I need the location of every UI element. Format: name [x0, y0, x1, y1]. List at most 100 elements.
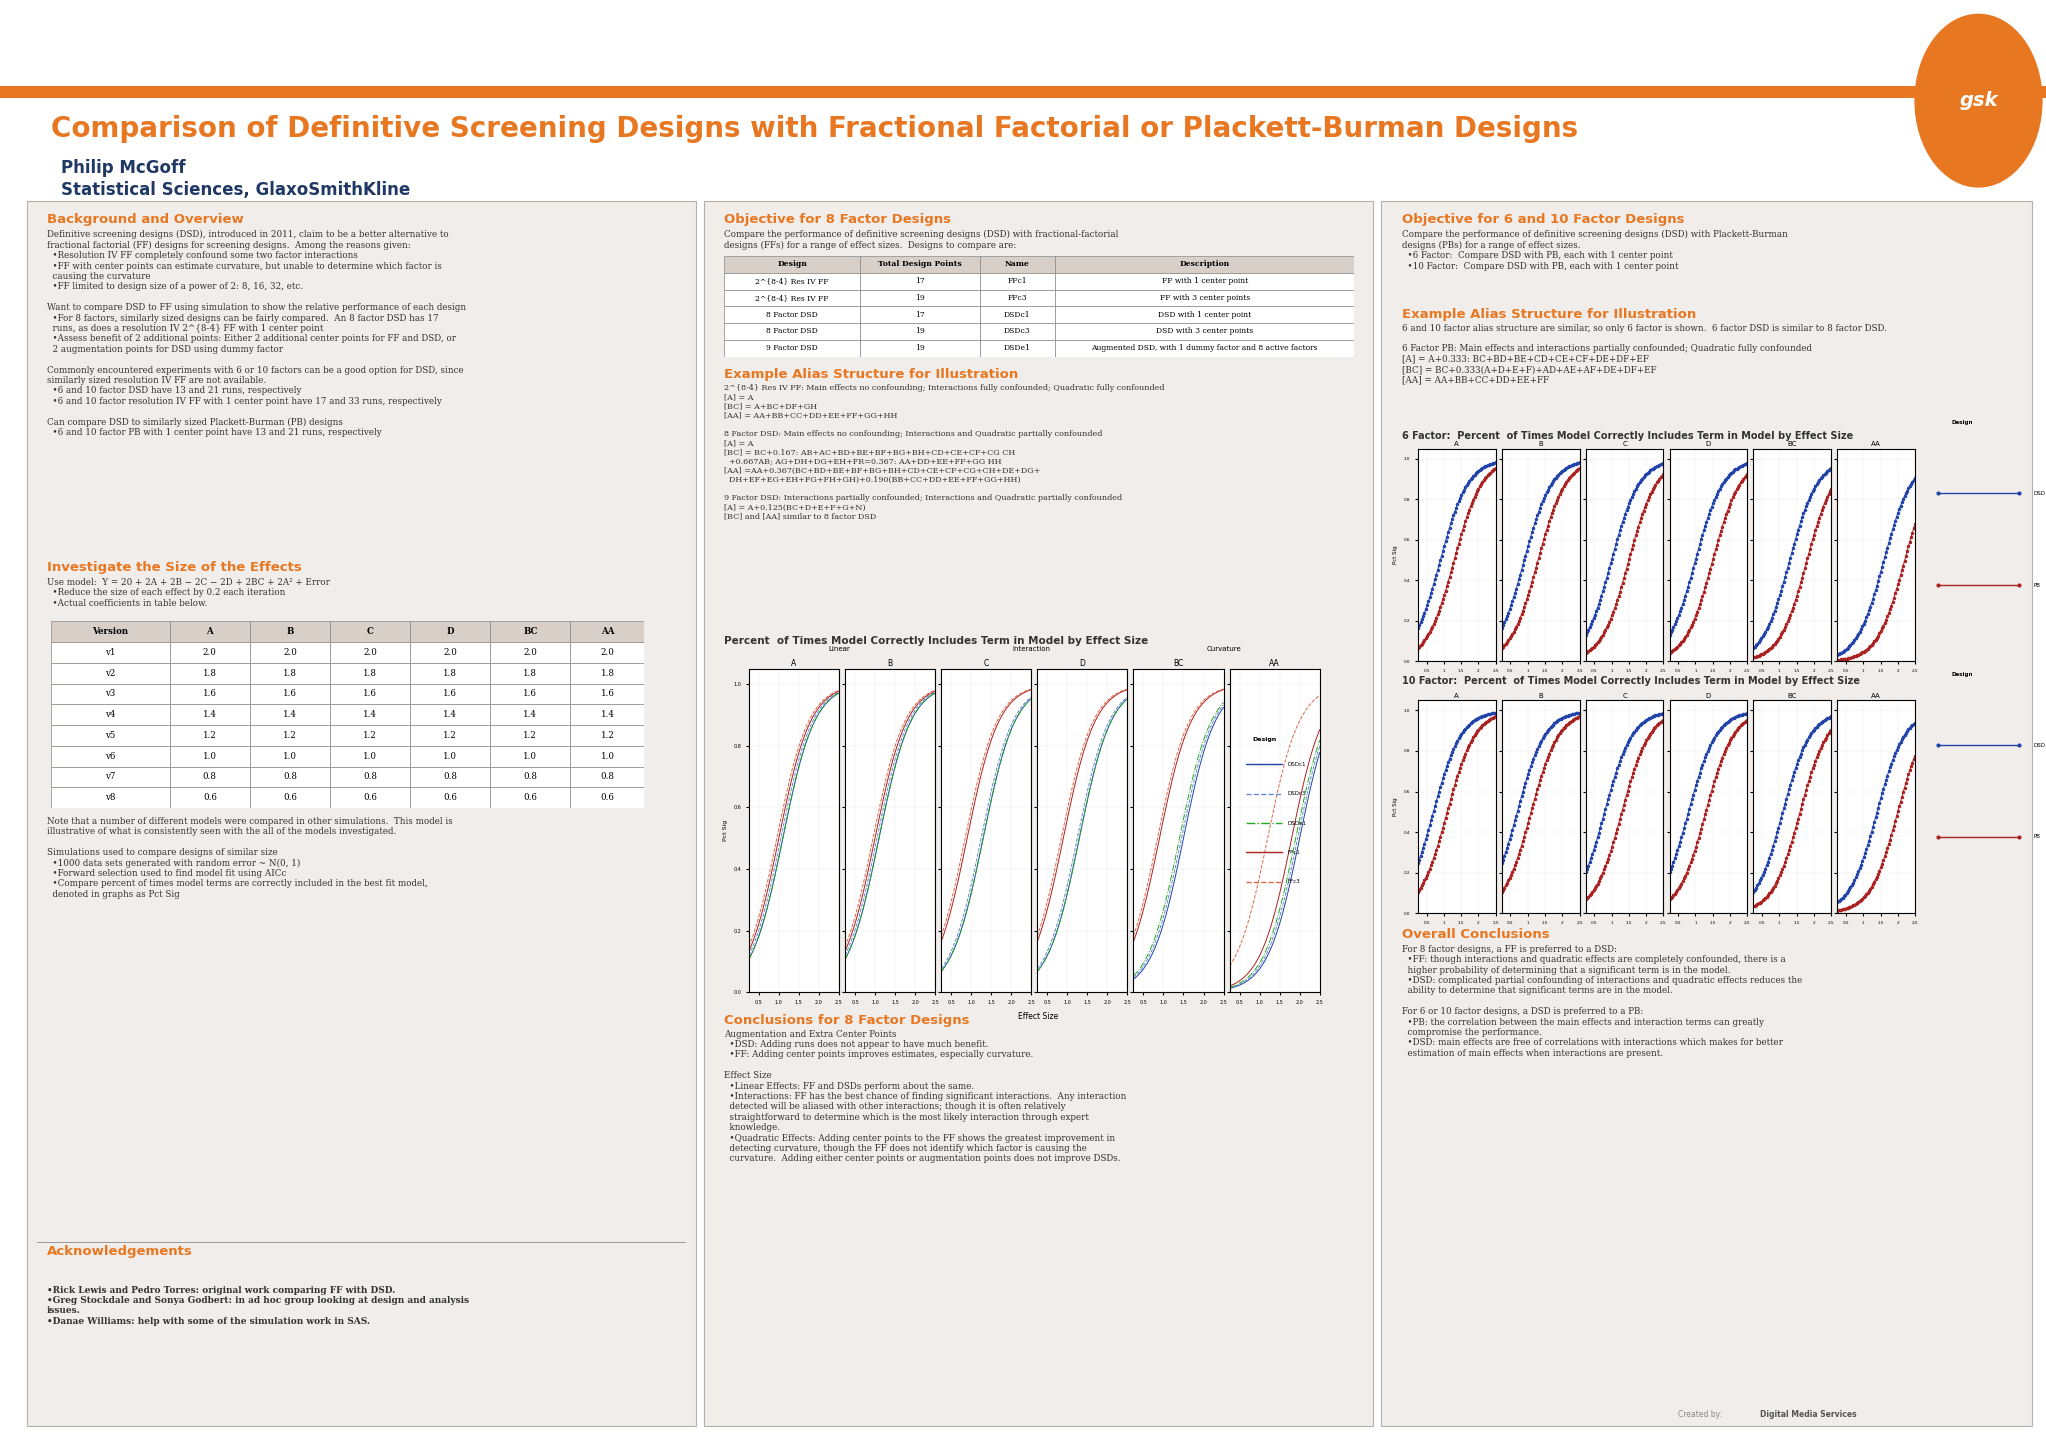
Title: C: C [1622, 441, 1627, 447]
Text: 1.2: 1.2 [362, 731, 376, 741]
Bar [170, 641, 250, 663]
Text: DSD with 1 center point: DSD with 1 center point [1158, 311, 1252, 319]
Text: 19: 19 [915, 344, 925, 352]
Bar [859, 306, 980, 324]
Text: DSDc3: DSDc3 [1287, 791, 1305, 797]
Bar [51, 746, 170, 766]
Text: 1.8: 1.8 [362, 669, 376, 677]
Text: 1.4: 1.4 [599, 710, 614, 719]
Title: AA: AA [1872, 693, 1880, 699]
Text: Compare the performance of definitive screening designs (DSD) with fractional-fa: Compare the performance of definitive sc… [724, 230, 1119, 250]
Bar [409, 641, 491, 663]
Bar [409, 788, 491, 808]
Bar [859, 339, 980, 357]
Bar [980, 324, 1056, 339]
Text: 19: 19 [915, 328, 925, 335]
Title: B: B [1539, 693, 1543, 699]
Bar [409, 725, 491, 746]
Bar [980, 273, 1056, 289]
Text: v8: v8 [104, 794, 117, 802]
Bar [250, 766, 329, 788]
Text: 0.6: 0.6 [444, 794, 456, 802]
Text: 1.0: 1.0 [599, 752, 614, 761]
Text: 1.4: 1.4 [203, 710, 217, 719]
Bar [1056, 256, 1354, 273]
Bar [51, 641, 170, 663]
Bar [724, 306, 859, 324]
Text: B: B [286, 627, 295, 636]
Text: Linear: Linear [829, 647, 849, 653]
Text: Created by:: Created by: [1678, 1411, 1723, 1419]
Bar [170, 705, 250, 725]
Bar [704, 201, 1373, 1426]
Text: 17: 17 [915, 311, 925, 319]
Text: 0.6: 0.6 [524, 794, 538, 802]
Title: D: D [1706, 693, 1710, 699]
Text: C: C [366, 627, 374, 636]
Bar [250, 621, 329, 641]
Bar [51, 725, 170, 746]
Bar [491, 766, 571, 788]
Bar [329, 663, 409, 683]
Text: 2.0: 2.0 [362, 649, 376, 657]
Title: AA: AA [1269, 659, 1281, 667]
Bar [51, 788, 170, 808]
Text: PB: PB [2034, 834, 2040, 840]
Bar [250, 705, 329, 725]
Bar [1056, 273, 1354, 289]
Bar [724, 273, 859, 289]
Y-axis label: Pct Sig: Pct Sig [1393, 546, 1397, 564]
Y-axis label: Pct Sig: Pct Sig [1393, 798, 1397, 815]
Bar [329, 683, 409, 705]
Text: Name: Name [1005, 260, 1029, 269]
Text: 0.8: 0.8 [444, 772, 456, 781]
Bar [724, 256, 859, 273]
Bar [571, 788, 644, 808]
Bar [980, 256, 1056, 273]
Title: A: A [1455, 693, 1459, 699]
Text: Total Design Points: Total Design Points [878, 260, 962, 269]
Bar [571, 725, 644, 746]
Title: BC: BC [1788, 693, 1796, 699]
Text: 1.2: 1.2 [599, 731, 614, 741]
Bar [51, 683, 170, 705]
Text: 1.6: 1.6 [362, 689, 376, 699]
Text: 1.6: 1.6 [599, 689, 614, 699]
Bar [250, 788, 329, 808]
Text: 1.0: 1.0 [203, 752, 217, 761]
Text: 1.6: 1.6 [282, 689, 297, 699]
Text: 1.6: 1.6 [203, 689, 217, 699]
Text: Definitive screening designs (DSD), introduced in 2011, claim to be a better alt: Definitive screening designs (DSD), intr… [47, 230, 466, 437]
Text: 17: 17 [915, 278, 925, 285]
Text: 1.8: 1.8 [203, 669, 217, 677]
Ellipse shape [1915, 14, 2042, 187]
Text: v3: v3 [104, 689, 117, 699]
Text: 1.2: 1.2 [203, 731, 217, 741]
Text: 9 Factor DSD: 9 Factor DSD [765, 344, 818, 352]
Text: Note that a number of different models were compared in other simulations.  This: Note that a number of different models w… [47, 817, 452, 899]
Bar [491, 641, 571, 663]
Bar [170, 621, 250, 641]
Bar [329, 788, 409, 808]
Text: v4: v4 [104, 710, 117, 719]
Text: DSDc3: DSDc3 [1005, 328, 1031, 335]
Bar [170, 663, 250, 683]
Bar [250, 663, 329, 683]
Text: Version: Version [92, 627, 129, 636]
Text: 8 Factor DSD: 8 Factor DSD [765, 311, 818, 319]
Text: Description: Description [1181, 260, 1230, 269]
Bar [0, 86, 2046, 98]
Text: 2.0: 2.0 [599, 649, 614, 657]
Bar [409, 705, 491, 725]
Text: FFc3: FFc3 [1287, 879, 1301, 884]
Text: DSD: DSD [2034, 742, 2046, 748]
Text: Statistical Sciences, GlaxoSmithKline: Statistical Sciences, GlaxoSmithKline [61, 181, 411, 198]
Text: DSD with 3 center points: DSD with 3 center points [1156, 328, 1254, 335]
Bar [859, 289, 980, 306]
Text: Philip McGoff: Philip McGoff [61, 160, 186, 177]
Bar [491, 788, 571, 808]
Text: 1.2: 1.2 [444, 731, 456, 741]
Text: 1.4: 1.4 [362, 710, 376, 719]
Title: B: B [888, 659, 892, 667]
Text: Objective for 6 and 10 Factor Designs: Objective for 6 and 10 Factor Designs [1402, 213, 1684, 226]
